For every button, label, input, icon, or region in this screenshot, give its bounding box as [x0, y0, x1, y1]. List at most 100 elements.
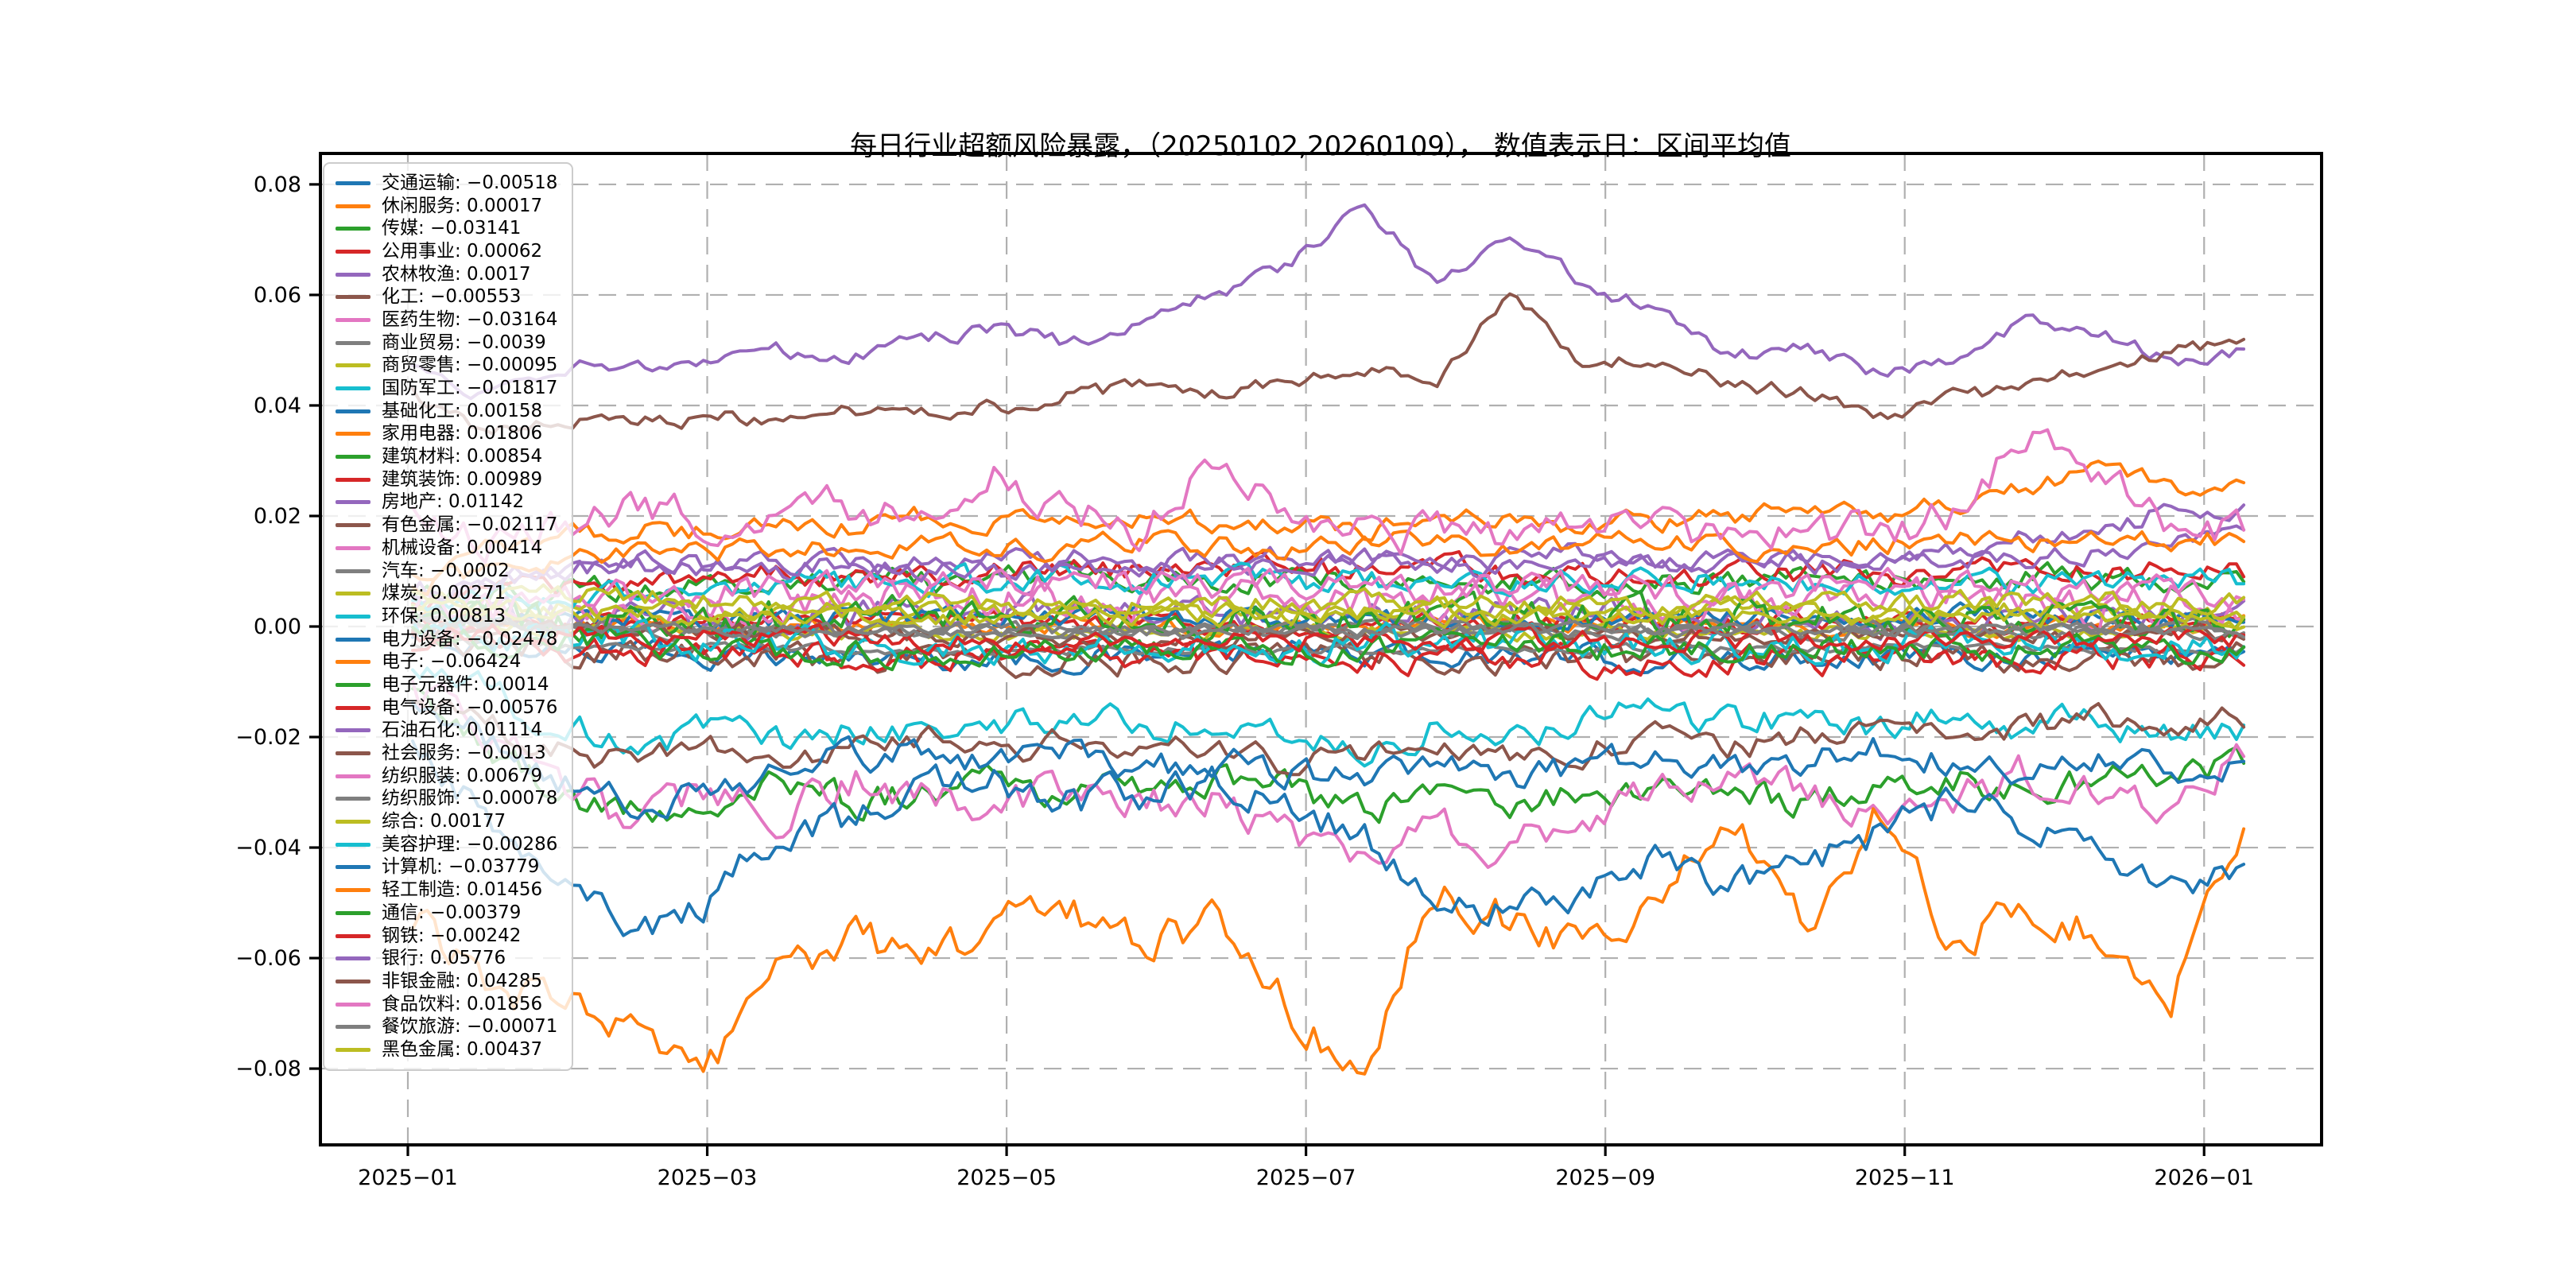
legend-line-swatch [336, 180, 370, 185]
legend-label: 房地产: 0.01142 [382, 491, 525, 513]
legend-item: 银行: 0.05776 [336, 947, 557, 970]
series-line-国防军工 [411, 666, 2246, 768]
legend-item: 家用电器: 0.01806 [336, 423, 557, 446]
legend-label: 钢铁: −0.00242 [382, 925, 522, 946]
legend-label: 商贸零售: −0.00095 [382, 355, 558, 376]
series-line-食品饮料 [411, 428, 2246, 564]
legend-item: 机械设备: 0.00414 [336, 537, 557, 560]
legend-label: 电力设备: −0.02478 [382, 628, 558, 650]
legend-label: 国防军工: −0.01817 [382, 378, 558, 399]
legend-label: 医药生物: −0.03164 [382, 308, 558, 330]
legend-label: 机械设备: 0.00414 [382, 537, 543, 558]
y-tick-label: 0.00 [254, 615, 301, 639]
legend-label: 黑色金属: 0.00437 [382, 1038, 543, 1060]
legend-line-swatch [336, 227, 370, 231]
legend-line-swatch [336, 660, 370, 665]
legend-line-swatch [336, 1025, 370, 1030]
y-tick-label: −0.02 [235, 725, 301, 750]
legend-line-swatch [336, 363, 370, 368]
legend-item: 农林牧渔: 0.0017 [336, 263, 557, 286]
legend-item: 休闲服务: 0.00017 [336, 195, 557, 218]
series-line-建筑装饰 [411, 549, 2246, 611]
legend: 交通运输: −0.00518 休闲服务: 0.00017 传媒: −0.03141 公… [323, 162, 574, 1071]
legend-label: 家用电器: 0.01806 [382, 423, 543, 444]
legend-label: 银行: 0.05776 [382, 948, 506, 969]
legend-label: 商业贸易: −0.0039 [382, 332, 546, 353]
legend-item: 医药生物: −0.03164 [336, 308, 557, 332]
legend-line-swatch [336, 956, 370, 961]
legend-line-swatch [336, 317, 370, 322]
legend-label: 休闲服务: 0.00017 [382, 195, 543, 216]
legend-line-swatch [336, 340, 370, 345]
legend-item: 商贸零售: −0.00095 [336, 355, 557, 378]
legend-item: 食品饮料: 0.01856 [336, 993, 557, 1016]
legend-label: 电子: −0.06424 [382, 651, 522, 673]
series-line-汽车 [411, 613, 2246, 642]
legend-label: 计算机: −0.03779 [382, 856, 540, 878]
axis-ticks [309, 183, 2206, 1156]
legend-item: 社会服务: −0.0013 [336, 742, 557, 765]
legend-line-swatch [336, 386, 370, 391]
legend-item: 商业贸易: −0.0039 [336, 332, 557, 355]
legend-line-swatch [336, 728, 370, 733]
legend-item: 电气设备: −0.00576 [336, 696, 557, 720]
legend-item: 餐饮旅游: −0.00071 [336, 1015, 557, 1038]
legend-item: 国防军工: −0.01817 [336, 377, 557, 400]
legend-line-swatch [336, 523, 370, 528]
legend-item: 汽车: −0.0002 [336, 560, 557, 583]
legend-label: 通信: −0.00379 [382, 902, 522, 923]
legend-line-swatch [336, 865, 370, 870]
legend-item: 电子: −0.06424 [336, 650, 557, 673]
legend-label: 石油石化: 0.01114 [382, 720, 543, 741]
legend-line-swatch [336, 682, 370, 687]
legend-item: 计算机: −0.03779 [336, 856, 557, 879]
legend-item: 电力设备: −0.02478 [336, 628, 557, 651]
plot-border [319, 152, 2323, 1146]
legend-line-swatch [336, 888, 370, 893]
x-tick-label: 2025−01 [358, 1166, 458, 1190]
axis-tick-labels: 0.08 0.06 0.04 0.02 0.00 −0.02 −0.04 −0.06 −0.08… [235, 173, 2254, 1190]
legend-item: 房地产: 0.01142 [336, 491, 557, 514]
series-line-家用电器 [411, 460, 2246, 582]
legend-label: 农林牧渔: 0.0017 [382, 263, 531, 285]
legend-line-swatch [336, 820, 370, 824]
legend-label: 非银金融: 0.04285 [382, 970, 543, 991]
legend-item: 基础化工: 0.00158 [336, 400, 557, 423]
series-line-综合 [411, 597, 2246, 630]
legend-line-swatch [336, 637, 370, 642]
legend-line-swatch [336, 204, 370, 208]
series-line-电力设备 [411, 701, 2246, 821]
legend-item: 有色金属: −0.02117 [336, 514, 557, 537]
legend-line-swatch [336, 500, 370, 505]
legend-line-swatch [336, 1002, 370, 1007]
series-line-电子 [411, 807, 2246, 1076]
legend-label: 传媒: −0.03141 [382, 218, 522, 239]
legend-item: 综合: 0.00177 [336, 810, 557, 833]
legend-label: 美容护理: −0.00286 [382, 833, 558, 855]
legend-label: 食品饮料: 0.01856 [382, 993, 543, 1014]
legend-line-swatch [336, 705, 370, 710]
legend-line-swatch [336, 568, 370, 573]
legend-label: 轻工制造: 0.01456 [382, 879, 543, 901]
legend-item: 美容护理: −0.00286 [336, 833, 557, 856]
legend-label: 电气设备: −0.00576 [382, 696, 558, 718]
series-line-煤炭 [411, 595, 2246, 630]
legend-line-swatch [336, 1047, 370, 1052]
series-line-轻工制造 [411, 529, 2246, 596]
legend-line-swatch [336, 409, 370, 413]
legend-line-swatch [336, 751, 370, 756]
legend-line-swatch [336, 477, 370, 482]
legend-label: 汽车: −0.0002 [382, 560, 510, 581]
legend-item: 化工: −0.00553 [336, 285, 557, 308]
series-line-有色金属 [411, 699, 2246, 777]
series-line-通信 [411, 623, 2246, 672]
legend-item: 石油石化: 0.01114 [336, 720, 557, 743]
series-line-石油石化 [411, 524, 2246, 603]
legend-item: 煤炭: 0.00271 [336, 582, 557, 605]
legend-label: 环保: 0.00813 [382, 605, 506, 627]
legend-label: 公用事业: 0.00062 [382, 240, 543, 262]
x-tick-label: 2025−11 [1855, 1166, 1955, 1190]
legend-line-swatch [336, 432, 370, 436]
